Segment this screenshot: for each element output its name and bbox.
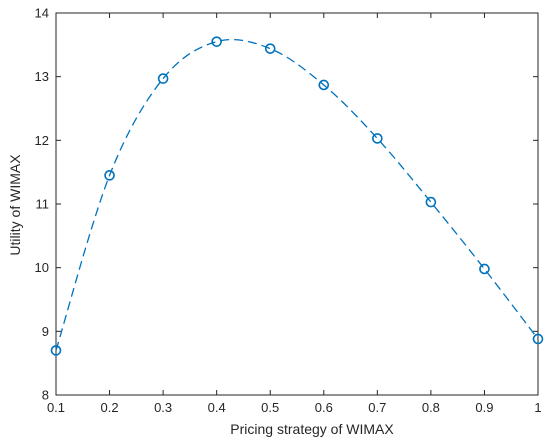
data-point [479,263,490,275]
data-point [264,43,276,54]
y-tick-label: 11 [36,197,50,212]
y-axis-label: Utility of WIMAX [7,154,23,256]
x-tick-label: 0.1 [47,400,65,415]
data-point [157,73,169,84]
y-tick-label: 12 [35,133,49,148]
x-tick-label: 0.3 [154,400,172,415]
y-tick-label: 14 [35,6,49,21]
axes [55,12,539,396]
plot-frame [55,12,539,396]
y-tick-label: 10 [35,260,49,275]
data-point [318,79,330,91]
x-tick-label: 0.9 [475,400,493,415]
y-tick-label: 13 [35,69,49,84]
y-tick-label: 8 [42,388,49,403]
data-point [425,196,437,208]
data-point [104,170,115,181]
x-tick-label: 0.6 [315,400,333,415]
x-tick-label: 0.8 [422,400,440,415]
ticks: 0.1 0.2 0.3 0.4 0.5 0.6 0.7 0.8 0.9 1 8 9 10 11 12 13 14 [35,6,542,416]
x-tick-label: 0.5 [261,400,279,415]
series [50,36,544,356]
series-line [55,38,539,351]
data-point [372,133,383,144]
x-tick-label: 0.4 [208,400,226,415]
x-tick-label: 0.7 [368,400,386,415]
data-point [211,36,222,47]
x-tick-label: 1 [534,400,541,415]
data-point [532,333,544,345]
x-tick-label: 0.2 [101,400,119,415]
y-tick-label: 9 [42,324,49,339]
data-point [50,345,62,356]
x-axis-label: Pricing strategy of WIMAX [230,421,394,437]
